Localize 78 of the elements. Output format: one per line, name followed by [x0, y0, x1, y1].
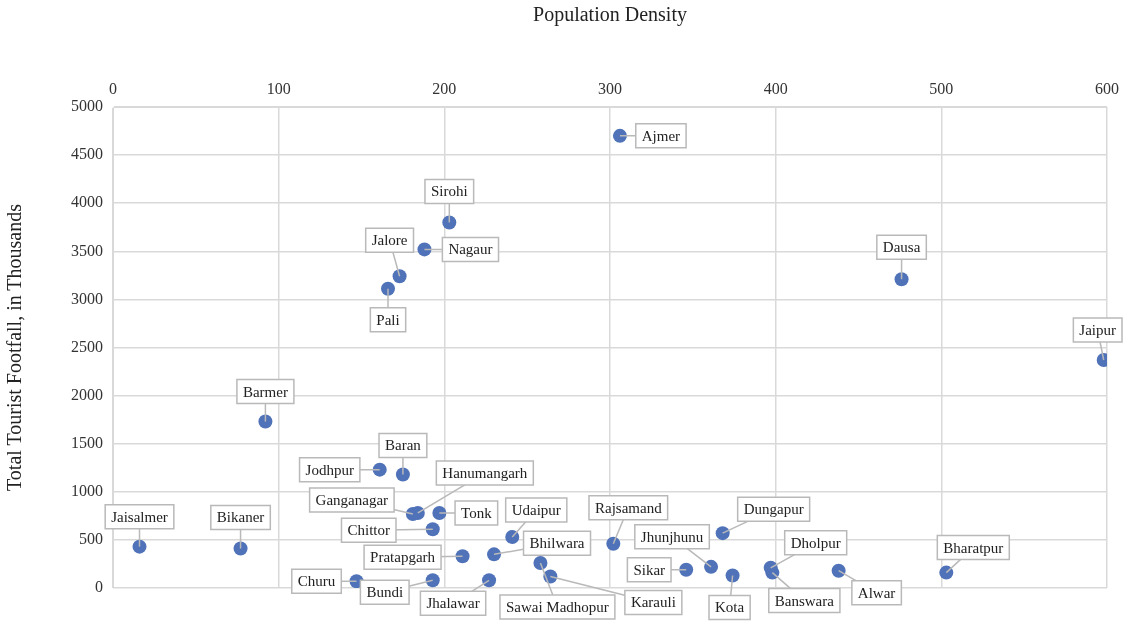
series-label: Tonk [461, 504, 493, 521]
y-tick-label: 3500 [71, 241, 103, 259]
y-tick-label: 500 [79, 530, 103, 548]
point [487, 547, 502, 562]
point [442, 215, 457, 230]
point [679, 562, 694, 577]
x-tick-label: 200 [432, 79, 457, 97]
x-tick-label: 100 [266, 79, 291, 97]
series-label: Bharatpur [943, 539, 1004, 556]
point [482, 573, 497, 588]
series-label: Jhunjhunu [640, 528, 704, 545]
series-label: Jalore [371, 232, 408, 249]
x-tick-label: 400 [763, 79, 788, 97]
point [533, 555, 548, 570]
point [372, 462, 387, 477]
point [894, 272, 909, 287]
y-tick-label: 4000 [71, 193, 103, 211]
series-label: Jodhpur [305, 461, 354, 478]
series-label: Dholpur [790, 534, 841, 551]
point [381, 281, 396, 296]
series-label: Dungapur [743, 501, 804, 518]
y-tick-label: 0 [95, 578, 103, 596]
x-axis-title: Population Density [533, 3, 687, 27]
y-tick-label: 2000 [71, 385, 103, 403]
series-label: Jaisalmer [111, 508, 168, 525]
series-label: Udaipur [511, 501, 561, 518]
point [425, 573, 440, 588]
point [715, 526, 730, 541]
y-tick-label: 2500 [71, 337, 103, 355]
point [612, 128, 627, 143]
text: Karauli [630, 594, 676, 611]
point [704, 559, 719, 574]
series-label: Baran [385, 437, 422, 454]
point [505, 530, 520, 545]
y-tick-label: 5000 [71, 97, 103, 115]
series-label: Pali [376, 311, 400, 328]
point [831, 563, 846, 578]
point [425, 522, 440, 537]
x-tick-label: 500 [929, 79, 954, 97]
series-label: Bikaner [216, 509, 265, 526]
point [455, 549, 470, 564]
y-tick-label: 4500 [71, 145, 103, 163]
point [392, 269, 407, 284]
point [233, 541, 248, 556]
point [395, 467, 410, 482]
y-tick-label: 1000 [71, 482, 103, 499]
point [606, 536, 621, 551]
series-label: Kota [715, 599, 745, 616]
x-tick-label: 300 [598, 79, 622, 97]
y-axis-title: Total Tourist Footfall, in Thousands [3, 203, 26, 492]
series-label: Dausa [882, 239, 921, 256]
series-label: Barmer [242, 383, 288, 400]
series-label: Bhilwara [529, 535, 585, 552]
text: Hanumangarh [442, 464, 528, 481]
point [725, 568, 740, 583]
point [417, 242, 432, 257]
x-tick-label: 600 [1095, 79, 1119, 97]
series-label: Rajsamand [594, 499, 663, 516]
series-label: Jaipur [1079, 321, 1117, 338]
series-label: Churu [297, 573, 336, 590]
series-label: Pratapgarh [370, 549, 436, 566]
y-tick-label: 3000 [71, 289, 103, 307]
point [258, 414, 273, 429]
series-label: Jhalawar [426, 595, 480, 612]
text: Sawai Madhopur [505, 598, 609, 615]
series-label: Ajmer [641, 127, 681, 144]
series-label: Banswara [774, 592, 835, 609]
series-label: Bundi [366, 584, 404, 601]
series-label: Sirohi [430, 183, 468, 200]
point [939, 565, 954, 580]
x-tick-label: 0 [109, 79, 117, 97]
series-label: Alwar [857, 584, 896, 601]
point [132, 539, 147, 554]
y-tick-label: 1500 [71, 433, 103, 451]
series-label: Ganganagar [315, 491, 389, 508]
text: Chittor [347, 522, 390, 539]
series-label: Sikar [633, 561, 666, 578]
series-label: Nagaur [448, 241, 493, 258]
